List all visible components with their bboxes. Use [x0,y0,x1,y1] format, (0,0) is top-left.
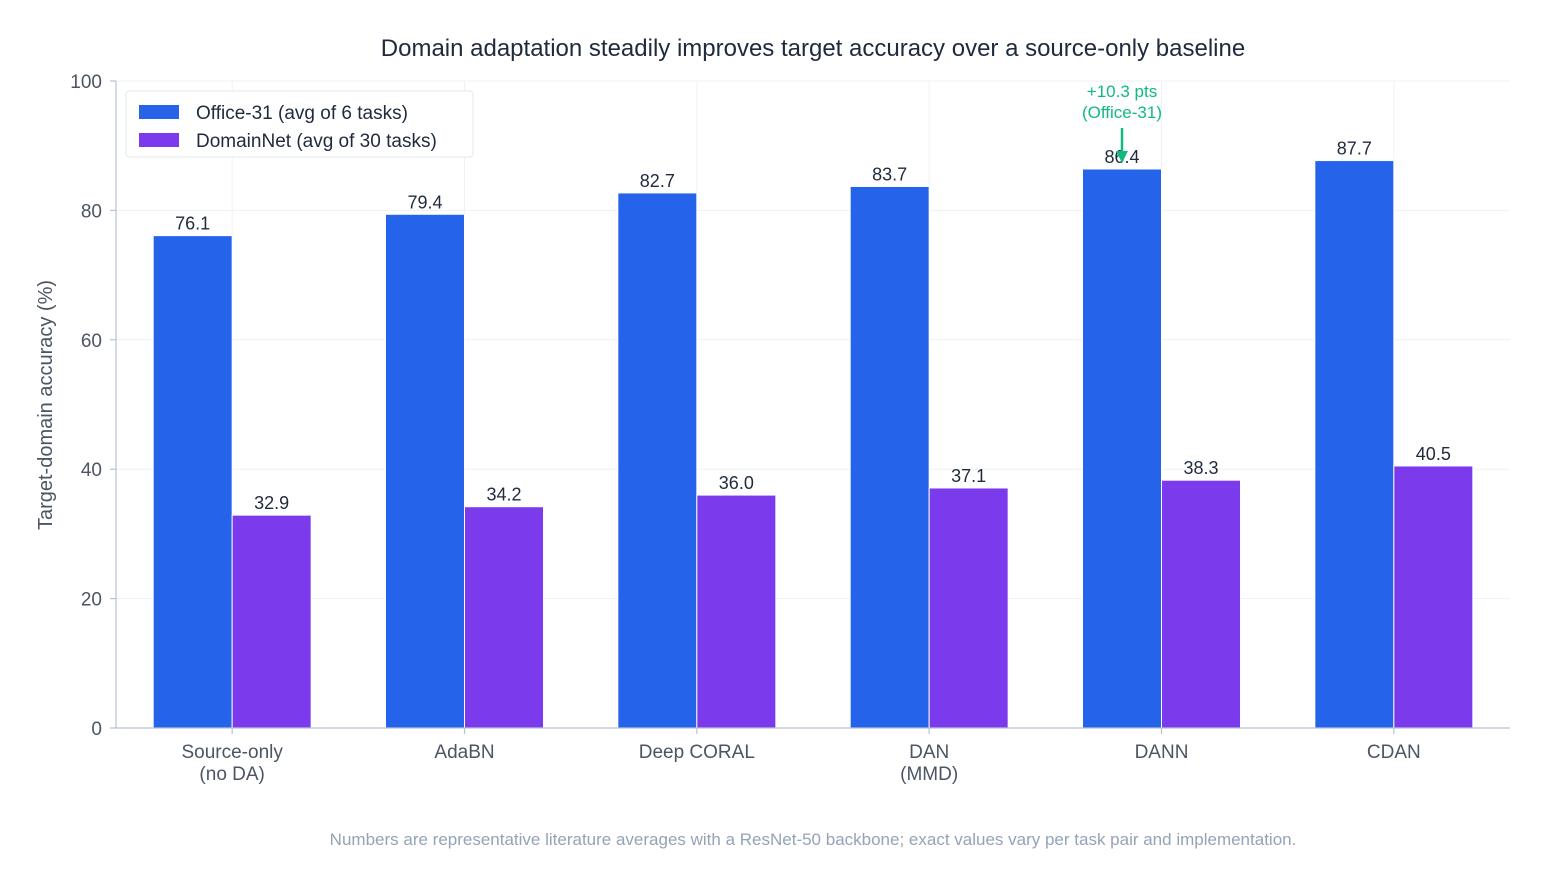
bar-domainnet [1161,479,1241,729]
y-tick-label: 0 [91,719,102,740]
legend-label: Office-31 (avg of 6 tasks) [196,103,408,124]
bar-domainnet [464,506,544,729]
bars: 76.132.979.434.282.736.083.737.186.438.3… [152,139,1474,729]
bar-office31 [1314,160,1395,729]
bar-value-label: 34.2 [486,485,521,505]
footnote: Numbers are representative literature av… [330,830,1297,849]
chart-title: Domain adaptation steadily improves targ… [381,35,1245,62]
bar-value-label: 40.5 [1416,444,1451,464]
bar-domainnet [231,514,312,729]
y-tick-label: 80 [81,201,102,222]
annotation-text: (Office-31) [1082,103,1162,122]
bar-value-label: 82.7 [640,171,675,191]
bar-value-label: 76.1 [175,214,210,234]
axes: 0 20 40 60 80 100 Source-only(no DA) AdaBN Deep … [70,72,1510,785]
y-tick-label: 40 [81,460,102,481]
y-tick-label: 20 [81,590,102,611]
bar-value-label: 38.3 [1183,458,1218,478]
annotation: +10.3 pts (Office-31) [1082,82,1162,163]
legend-swatch [139,105,179,119]
x-tick-label: Source-only [181,742,283,763]
x-tick-label: DAN [909,742,949,763]
gridlines [116,80,1510,729]
legend-box [125,90,474,158]
x-tick-label: AdaBN [434,742,494,763]
bar-office31 [617,192,698,729]
x-tick-label: Deep CORAL [639,742,755,763]
x-tick-label: CDAN [1367,742,1421,763]
legend-swatch [139,133,179,147]
bar-value-label: 87.7 [1337,139,1372,159]
bar-value-label: 37.1 [951,466,986,486]
bar-value-label: 32.9 [254,493,289,513]
bar-office31 [849,185,930,729]
bar-office31 [152,235,233,729]
x-tick-label: (MMD) [900,764,958,785]
y-tick-label: 100 [70,72,102,93]
legend-label: DomainNet (avg of 30 tasks) [196,131,437,152]
bar-value-label: 36.0 [719,473,754,493]
bar-office31 [1082,168,1162,729]
y-tick-label: 60 [81,331,102,352]
x-tick-label: (no DA) [199,764,264,785]
annotation-arrowhead [1116,150,1128,163]
bar-domainnet [1393,465,1474,729]
y-axis-label: Target-domain accuracy (%) [35,280,57,530]
bar-domainnet [928,487,1009,729]
x-tick-label: DANN [1135,742,1189,763]
bar-value-label: 83.7 [872,164,907,184]
bar-office31 [385,213,465,729]
annotation-text: +10.3 pts [1087,82,1157,101]
bar-value-label: 79.4 [407,192,442,212]
legend: Office-31 (avg of 6 tasks) DomainNet (avg… [125,90,474,158]
bar-domainnet [696,494,777,729]
